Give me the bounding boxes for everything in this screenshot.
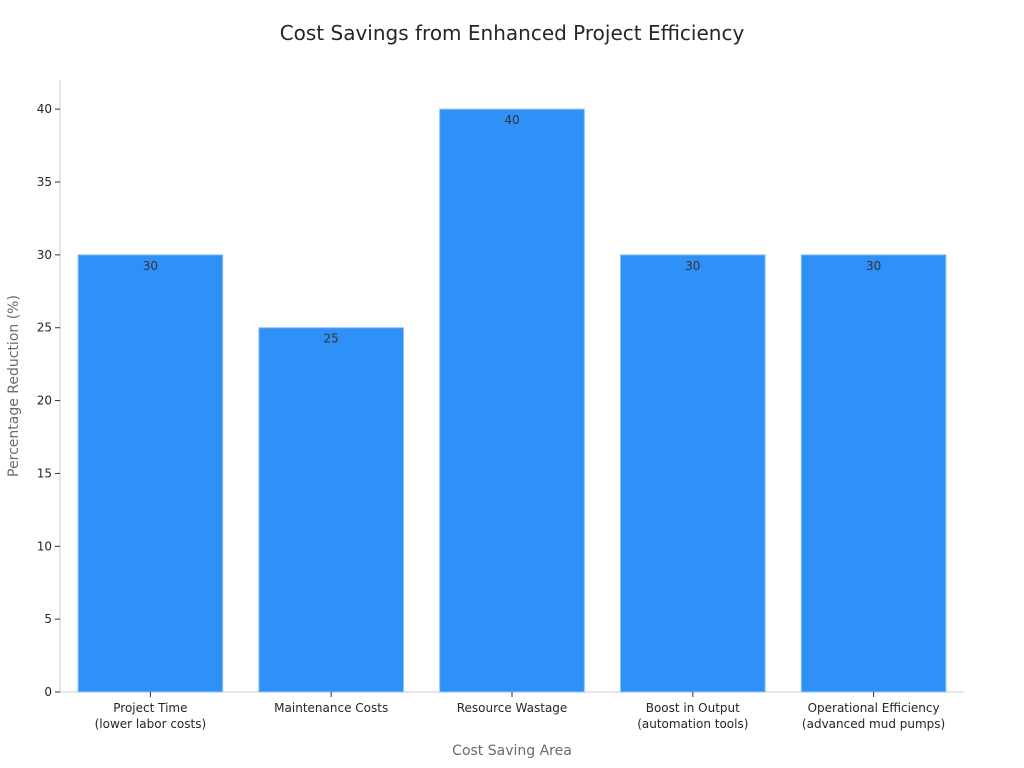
bar: [258, 327, 405, 693]
x-tick-label: Project Time: [113, 701, 187, 715]
x-tick-label: (lower labor costs): [95, 717, 207, 731]
bar: [800, 254, 947, 693]
y-tick-label: 5: [44, 612, 52, 626]
y-axis-title: Percentage Reduction (%): [6, 295, 22, 477]
bar-value-label: 30: [866, 259, 881, 273]
y-tick-label: 15: [37, 466, 52, 480]
y-tick-label: 0: [44, 685, 52, 699]
y-tick-label: 20: [37, 394, 52, 408]
bar: [439, 108, 585, 693]
y-axis-ticks: 0 5 10 15 20 25 30 35 40: [37, 102, 60, 699]
bar: [619, 254, 766, 693]
y-tick-label: 35: [37, 175, 52, 189]
x-tick-label: (advanced mud pumps): [802, 717, 945, 731]
y-tick-label: 10: [37, 539, 52, 553]
bar-value-label: 30: [143, 259, 158, 273]
x-tick-label: Operational Efficiency: [808, 701, 940, 715]
x-tick-label: Maintenance Costs: [274, 701, 388, 715]
bar-value-label: 40: [504, 113, 519, 127]
bar-value-label: 25: [324, 332, 339, 346]
x-tick-label: Boost in Output: [646, 701, 740, 715]
x-axis-ticks: Project Time (lower labor costs) Maintenan…: [95, 692, 945, 731]
bar: [77, 254, 224, 693]
y-tick-label: 40: [37, 102, 52, 116]
bar-value-label: 30: [685, 259, 700, 273]
x-axis-title: Cost Saving Area: [452, 743, 572, 759]
x-tick-label: Resource Wastage: [457, 701, 568, 715]
y-tick-label: 30: [37, 248, 52, 262]
x-tick-label: (automation tools): [637, 717, 748, 731]
bars: 30 25 40 30 30: [77, 108, 947, 693]
y-tick-label: 25: [37, 321, 52, 335]
chart-title: Cost Savings from Enhanced Project Effic…: [280, 21, 745, 45]
